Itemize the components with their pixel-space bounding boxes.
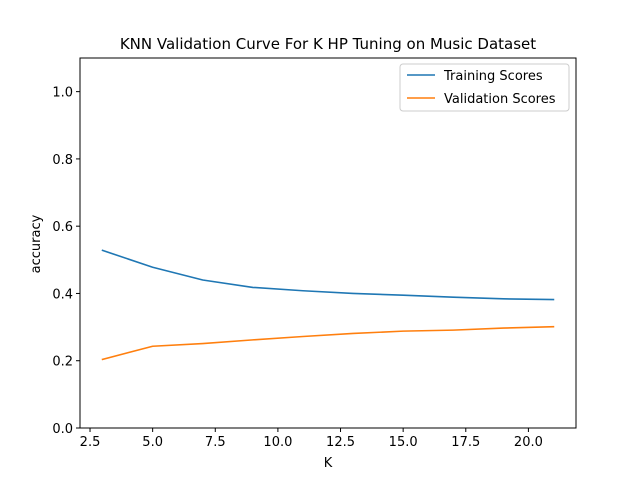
y-tick-label: 0.6 — [52, 220, 73, 235]
chart-title: KNN Validation Curve For K HP Tuning on … — [120, 35, 536, 53]
legend: Training Scores Validation Scores — [399, 63, 570, 112]
series-layer — [101, 249, 555, 361]
ticks-layer: 2.5 5.0 7.5 10.0 12.5 15.0 17.5 20.0 0.0 0.2 0.4 0.… — [52, 86, 543, 450]
x-tick-label: 10.0 — [263, 435, 292, 450]
y-tick-label: 0.4 — [52, 287, 73, 302]
legend-box — [399, 63, 570, 112]
training-scores-line — [101, 249, 555, 301]
y-tick-label: 0.8 — [52, 153, 73, 168]
x-tick-label: 20.0 — [514, 435, 543, 450]
y-tick-label: 1.0 — [52, 86, 73, 101]
plot-area-frame — [79, 57, 577, 429]
x-tick-label: 7.5 — [205, 435, 226, 450]
x-tick-label: 17.5 — [451, 435, 480, 450]
x-axis-label: K — [324, 456, 333, 471]
y-tick-label: 0.2 — [52, 355, 73, 370]
x-tick-label: 12.5 — [326, 435, 355, 450]
legend-label-validation: Validation Scores — [444, 92, 556, 107]
y-axis-label: accuracy — [29, 214, 44, 273]
x-tick-label: 5.0 — [142, 435, 163, 450]
x-tick-label: 15.0 — [389, 435, 418, 450]
validation-scores-line — [101, 325, 555, 361]
legend-label-training: Training Scores — [443, 69, 543, 84]
x-tick-label: 2.5 — [80, 435, 101, 450]
y-tick-label: 0.0 — [52, 422, 73, 437]
